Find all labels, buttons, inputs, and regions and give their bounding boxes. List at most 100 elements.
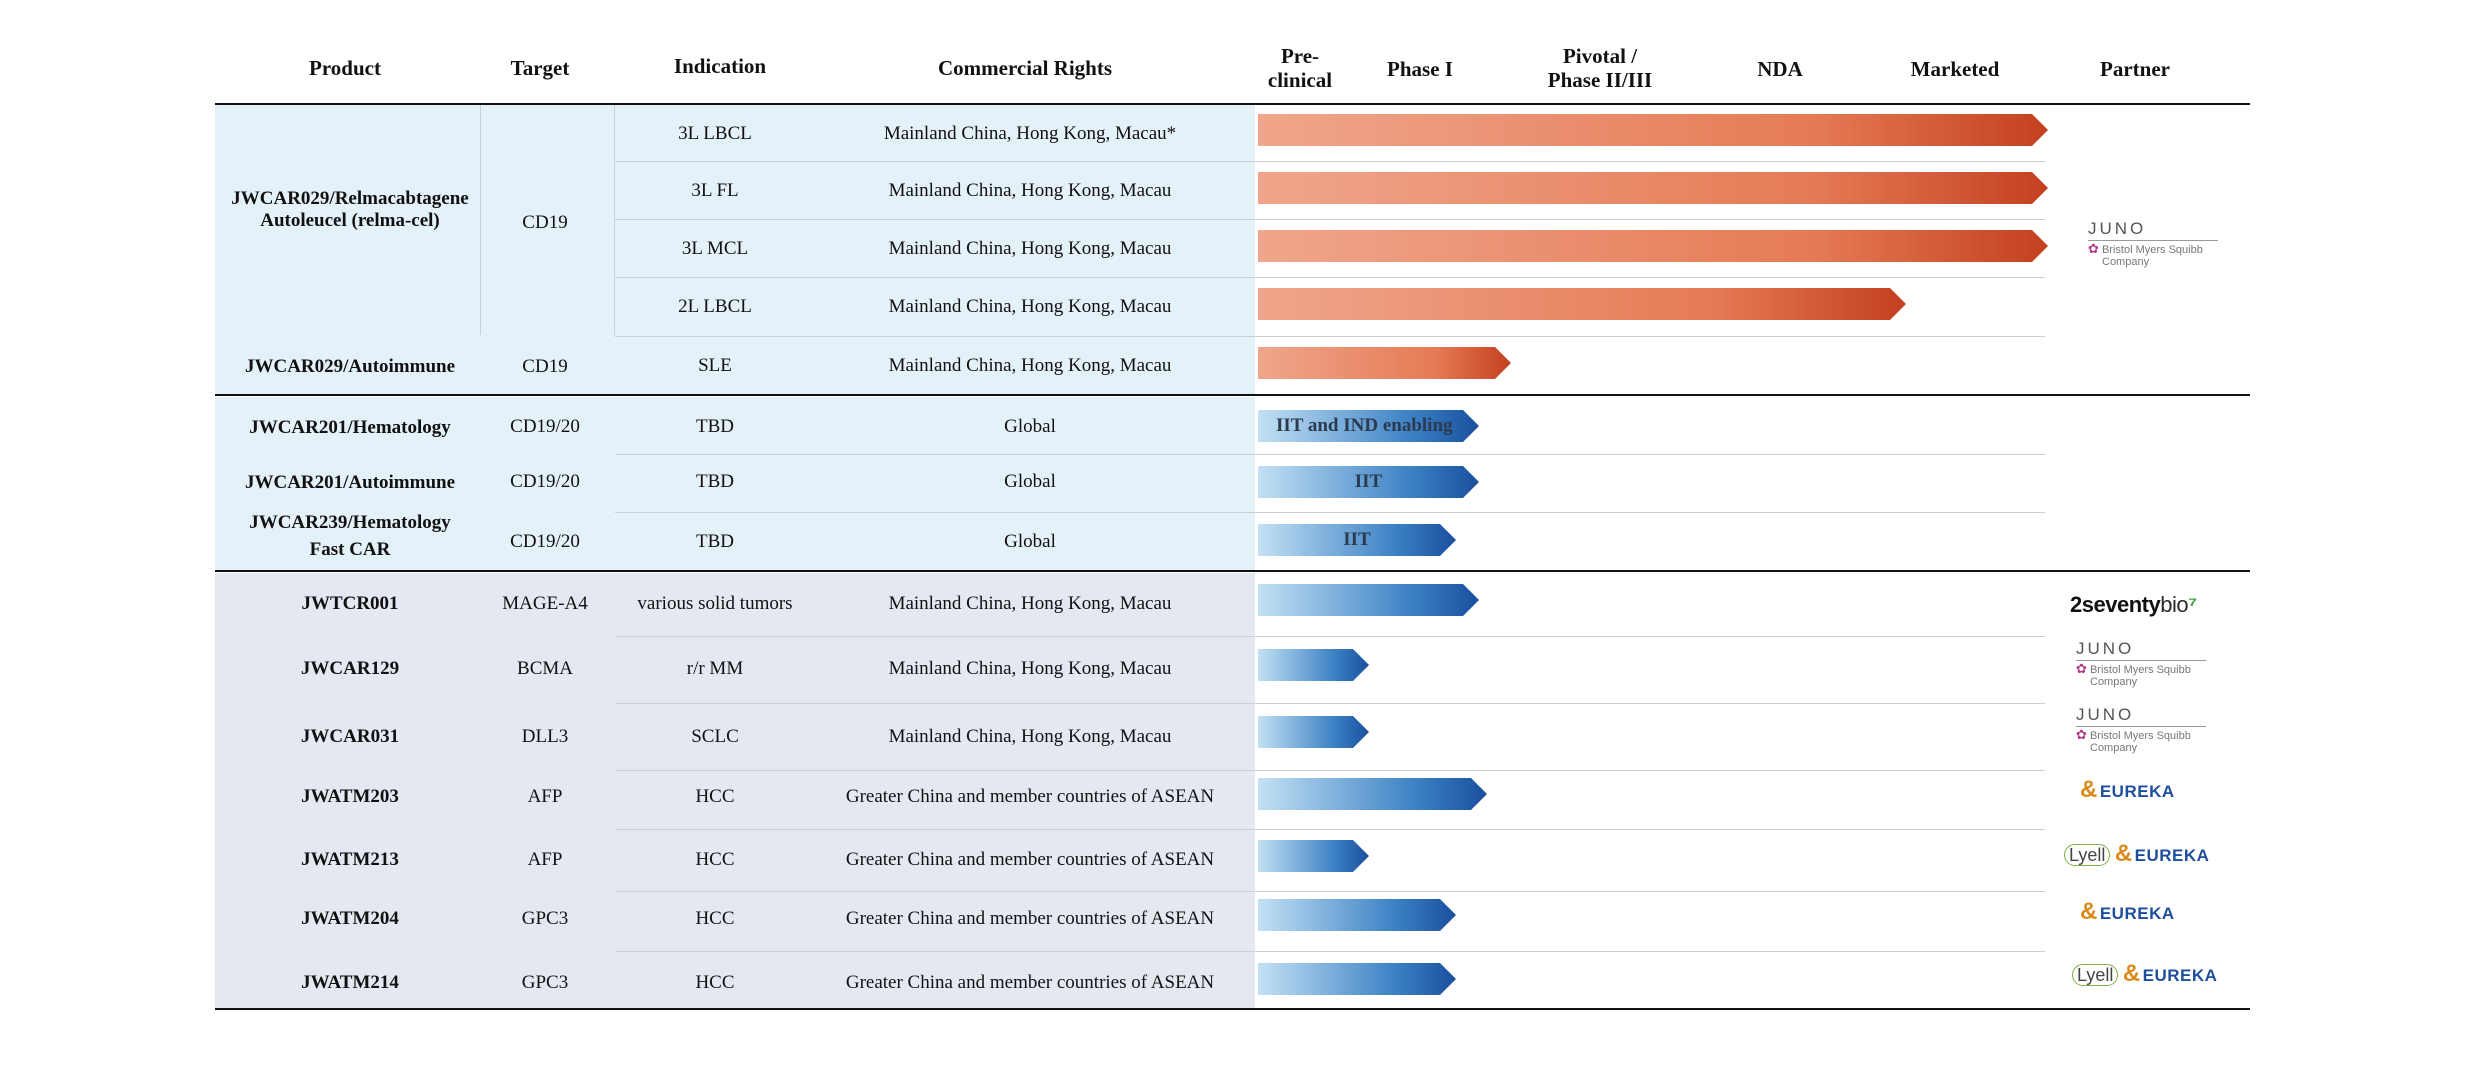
pipeline-bar-blue: IIT (1258, 524, 1456, 556)
product-line2: Fast CAR (309, 539, 391, 560)
pipeline-bar-orange (1258, 347, 1511, 379)
eureka-logo: & EUREKA (2080, 898, 2175, 926)
pipeline-bar-blue (1258, 584, 1479, 616)
section1-band (215, 105, 1255, 395)
header-pivotal: Pivotal / Phase II/III (1530, 44, 1670, 92)
indication-cell: TBD (696, 471, 734, 492)
juno-bms-logo: JUNO ✿ Bristol Myers Squibb Company (2088, 220, 2218, 268)
header-target: Target (510, 56, 570, 80)
bms-name: Bristol Myers Squibb (2089, 664, 2191, 676)
product-cell: JWTCR001 (301, 593, 399, 614)
product-relma-cel: JWCAR029/Relmacabtagene Autoleucel (relm… (215, 188, 485, 232)
header-rule (215, 103, 2250, 105)
lyell-eureka-logo: Lyell & EUREKA (2064, 840, 2209, 868)
indication-cell: TBD (696, 416, 734, 437)
product-cell: JWCAR201/Hematology (249, 417, 451, 438)
rights-cell: Mainland China, Hong Kong, Macau (888, 296, 1172, 317)
product-cell: JWCAR201/Autoimmune (244, 472, 456, 493)
target-cell: CD19 (522, 356, 568, 377)
header-product: Product (309, 56, 381, 80)
rights-cell: Greater China and member countries of AS… (845, 908, 1215, 929)
indication-cell: SLE (698, 355, 732, 376)
bms-name: Bristol Myers Squibb (2101, 244, 2203, 256)
product-cell: JWATM214 (301, 972, 399, 993)
bms-company: Company (2102, 256, 2150, 268)
section3-band (215, 573, 1255, 1010)
pipeline-bar-blue (1258, 649, 1369, 681)
bms-wordmark: ✿ Bristol Myers Squibb (2088, 241, 2218, 256)
target-cell: CD19/20 (510, 531, 580, 552)
target-cell: AFP (527, 786, 563, 807)
eureka-amp-icon: & (2114, 840, 2133, 867)
rights-cell: Mainland China, Hong Kong, Macau (888, 726, 1172, 747)
indication-cell: r/r MM (686, 658, 744, 679)
bms-flame-icon: ✿ (2088, 241, 2099, 256)
table-bottom-rule (215, 1008, 2250, 1010)
rights-cell: Greater China and member countries of AS… (845, 972, 1215, 993)
section2-band (215, 397, 1255, 571)
rights-cell: Global (1004, 531, 1056, 552)
juno-bms-logo: JUNO ✿ Bristol Myers Squibb Company (2076, 640, 2206, 688)
lyell-eureka-logo: Lyell & EUREKA (2072, 960, 2217, 988)
product-cell: JWCAR029/Autoimmune (244, 356, 456, 377)
header-commercial-rights: Commercial Rights (938, 56, 1112, 80)
pipeline-bar-blue (1258, 716, 1369, 748)
logo-divider (2076, 726, 2206, 727)
row-divider (615, 454, 2045, 455)
row-divider (615, 951, 2045, 952)
lyell-wordmark: Lyell (2072, 964, 2119, 986)
row-divider (615, 161, 2045, 162)
rights-cell: Greater China and member countries of AS… (845, 849, 1215, 870)
section2-rule (215, 570, 2250, 572)
header-pivotal-line2: Phase II/III (1547, 68, 1653, 92)
indication-cell: SCLC (691, 726, 739, 747)
rights-cell: Global (1004, 416, 1056, 437)
bms-flame-icon: ✿ (2076, 727, 2087, 742)
product-cell: JWCAR129 (300, 658, 400, 679)
juno-wordmark: JUNO (2088, 219, 2147, 238)
row-divider (615, 336, 2045, 337)
rights-cell: Mainland China, Hong Kong, Macau (888, 180, 1172, 201)
eureka-wordmark: EUREKA (2134, 846, 2210, 865)
product-relma-cel-line2: Autoleucel (relma-cel) (260, 210, 440, 231)
product-cell: JWATM213 (301, 849, 399, 870)
logo-divider (2088, 240, 2218, 241)
product-cell: JWCAR031 (300, 726, 400, 747)
target-cell: MAGE-A4 (502, 593, 588, 614)
juno-bms-logo: JUNO ✿ Bristol Myers Squibb Company (2076, 706, 2206, 754)
row-divider (480, 105, 481, 335)
header-marketed: Marketed (1910, 57, 2000, 81)
eureka-amp-icon: & (2122, 960, 2141, 987)
pipeline-bar-blue: IIT and IND enabling (1258, 410, 1479, 442)
target-cell: BCMA (517, 658, 573, 679)
indication-cell: HCC (695, 972, 735, 993)
bar-label: IIT (1343, 529, 1371, 550)
lyell-wordmark: Lyell (2064, 844, 2111, 866)
rights-cell: Mainland China, Hong Kong, Macau (888, 593, 1172, 614)
row-divider (615, 829, 2045, 830)
bms-name: Bristol Myers Squibb (2089, 730, 2191, 742)
bms-wordmark: ✿ Bristol Myers Squibb (2076, 661, 2206, 676)
indication-cell: HCC (695, 908, 735, 929)
eureka-wordmark: EUREKA (2142, 966, 2218, 985)
indication-cell: various solid tumors (637, 593, 793, 614)
indication-cell: HCC (695, 849, 735, 870)
logo-divider (2076, 660, 2206, 661)
bluebird-numeral: 2 (2070, 592, 2082, 617)
target-cell: GPC3 (521, 908, 569, 929)
header-preclinical-line2: clinical (1267, 68, 1333, 92)
indication-cell: TBD (696, 531, 734, 552)
header-pivotal-line1: Pivotal / (1562, 44, 1638, 68)
indication-cell: HCC (695, 786, 735, 807)
header-partner: Partner (2100, 57, 2170, 81)
row-divider (615, 636, 2045, 637)
bms-flame-icon: ✿ (2076, 661, 2087, 676)
target-cell: DLL3 (521, 726, 569, 747)
row-divider (615, 512, 2045, 513)
bar-label: IIT and IND enabling (1276, 415, 1453, 436)
section1-rule (215, 394, 2250, 396)
eureka-wordmark: EUREKA (2099, 904, 2175, 923)
pipeline-bar-blue (1258, 899, 1456, 931)
bms-company: Company (2090, 742, 2138, 754)
indication-cell: 3L LBCL (678, 123, 752, 144)
